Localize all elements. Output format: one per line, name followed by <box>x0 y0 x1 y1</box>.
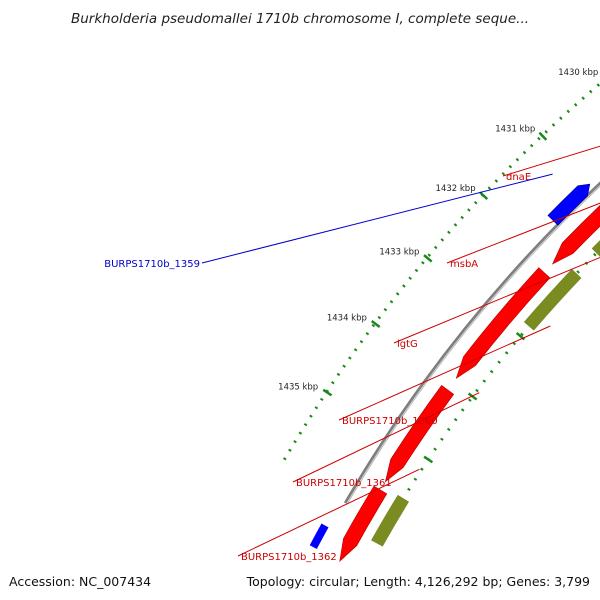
tick-label: 1430 kbp <box>558 68 598 78</box>
cog-block <box>591 240 600 258</box>
gene-leader-line <box>393 256 600 344</box>
reverse-cds-arrow <box>547 183 591 226</box>
gene-label: BURPS1710b_1360 <box>342 416 438 427</box>
backbone-highlight <box>346 185 600 505</box>
cds-arrow <box>339 485 388 563</box>
tick-label: 1433 kbp <box>379 247 419 257</box>
gene-label: BURPS1710b_1359 <box>104 259 200 270</box>
tick-mark <box>479 191 489 201</box>
gene-leader-line <box>237 468 420 557</box>
tick-mark <box>538 131 548 141</box>
backbone-circle <box>343 181 600 505</box>
cog-block <box>523 268 582 331</box>
cds-arrow <box>551 205 600 265</box>
accession-label: Accession: NC_007434 <box>9 574 151 589</box>
tick-ring-inner <box>385 247 600 528</box>
gene-label: dnaE <box>506 172 531 183</box>
feature-layer <box>309 183 600 563</box>
inner-tick-mark <box>423 455 434 464</box>
gene-label: BURPS1710b_1362 <box>241 552 337 563</box>
tick-label: 1435 kbp <box>278 383 318 393</box>
cog-block <box>370 494 410 547</box>
tick-label: 1434 kbp <box>327 313 367 323</box>
tick-label: 1432 kbp <box>436 184 476 194</box>
gene-leader-line <box>446 202 600 264</box>
gene-label: msbA <box>450 259 478 270</box>
tick-label: 1431 kbp <box>495 124 535 134</box>
backbone-layer <box>343 181 600 505</box>
inner-tick-mark <box>467 392 478 401</box>
reverse-cds-partial <box>309 523 329 549</box>
genome-stats: Topology: circular; Length: 4,126,292 bp… <box>246 574 590 589</box>
gene-leader-line <box>292 392 480 483</box>
gene-leader-line <box>338 325 551 421</box>
gene-label: BURPS1710b_1361 <box>296 478 392 489</box>
cds-arrow <box>455 267 551 380</box>
gene-label: lgtG <box>397 339 418 350</box>
tick-mark <box>322 388 333 397</box>
gene-leader-line <box>502 145 600 177</box>
tick-layer: 1426 kbp1427 kbp1428 kbp1429 kbp1430 kbp… <box>278 68 600 528</box>
cds-arrow <box>384 384 455 483</box>
gene-leader-line <box>201 173 553 264</box>
tick-mark <box>423 254 433 263</box>
map-title: Burkholderia pseudomallei 1710b chromoso… <box>71 11 529 27</box>
tick-mark <box>370 320 381 329</box>
label-layer: dnaE msbA lgtG BURPS1710b_1360 BURPS1710b_13… <box>104 145 600 563</box>
